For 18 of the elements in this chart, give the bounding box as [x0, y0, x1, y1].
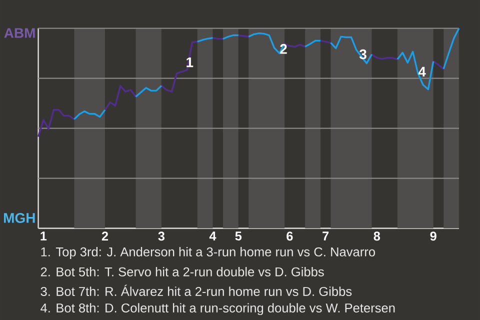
x-tick-label: 1	[40, 232, 47, 240]
x-tick-label: 5	[235, 232, 242, 241]
x-tick-label: 8	[374, 232, 380, 241]
x-tick-label: 3	[158, 232, 164, 241]
x-tick-label: 2	[102, 232, 108, 241]
text: MGH	[4, 213, 35, 223]
annotation: 3	[359, 49, 366, 60]
x-tick-label: 6	[286, 232, 293, 241]
text: ABM	[4, 28, 35, 38]
x-tick-label: 7	[322, 232, 329, 240]
text: 4. Bot 8th: D. Colenutt hit a run-scoring double vs W. Petersen	[40, 303, 395, 316]
x-tick-label: 4	[209, 232, 216, 240]
x-tick-label: 9	[430, 232, 436, 241]
text: 2. Bot 5th: T. Servo hit a 2-run double vs D. Gibbs	[40, 266, 324, 276]
annotation: 1	[186, 57, 194, 68]
text: 1. Top 3rd: J. Anderson hit a 3-run home run vs C. Navarro	[41, 247, 376, 259]
text: 3. Bot 7th: R. Álvarez hit a 2-run home run vs D. Gibbs	[40, 284, 352, 296]
annotation: 4	[418, 66, 426, 77]
